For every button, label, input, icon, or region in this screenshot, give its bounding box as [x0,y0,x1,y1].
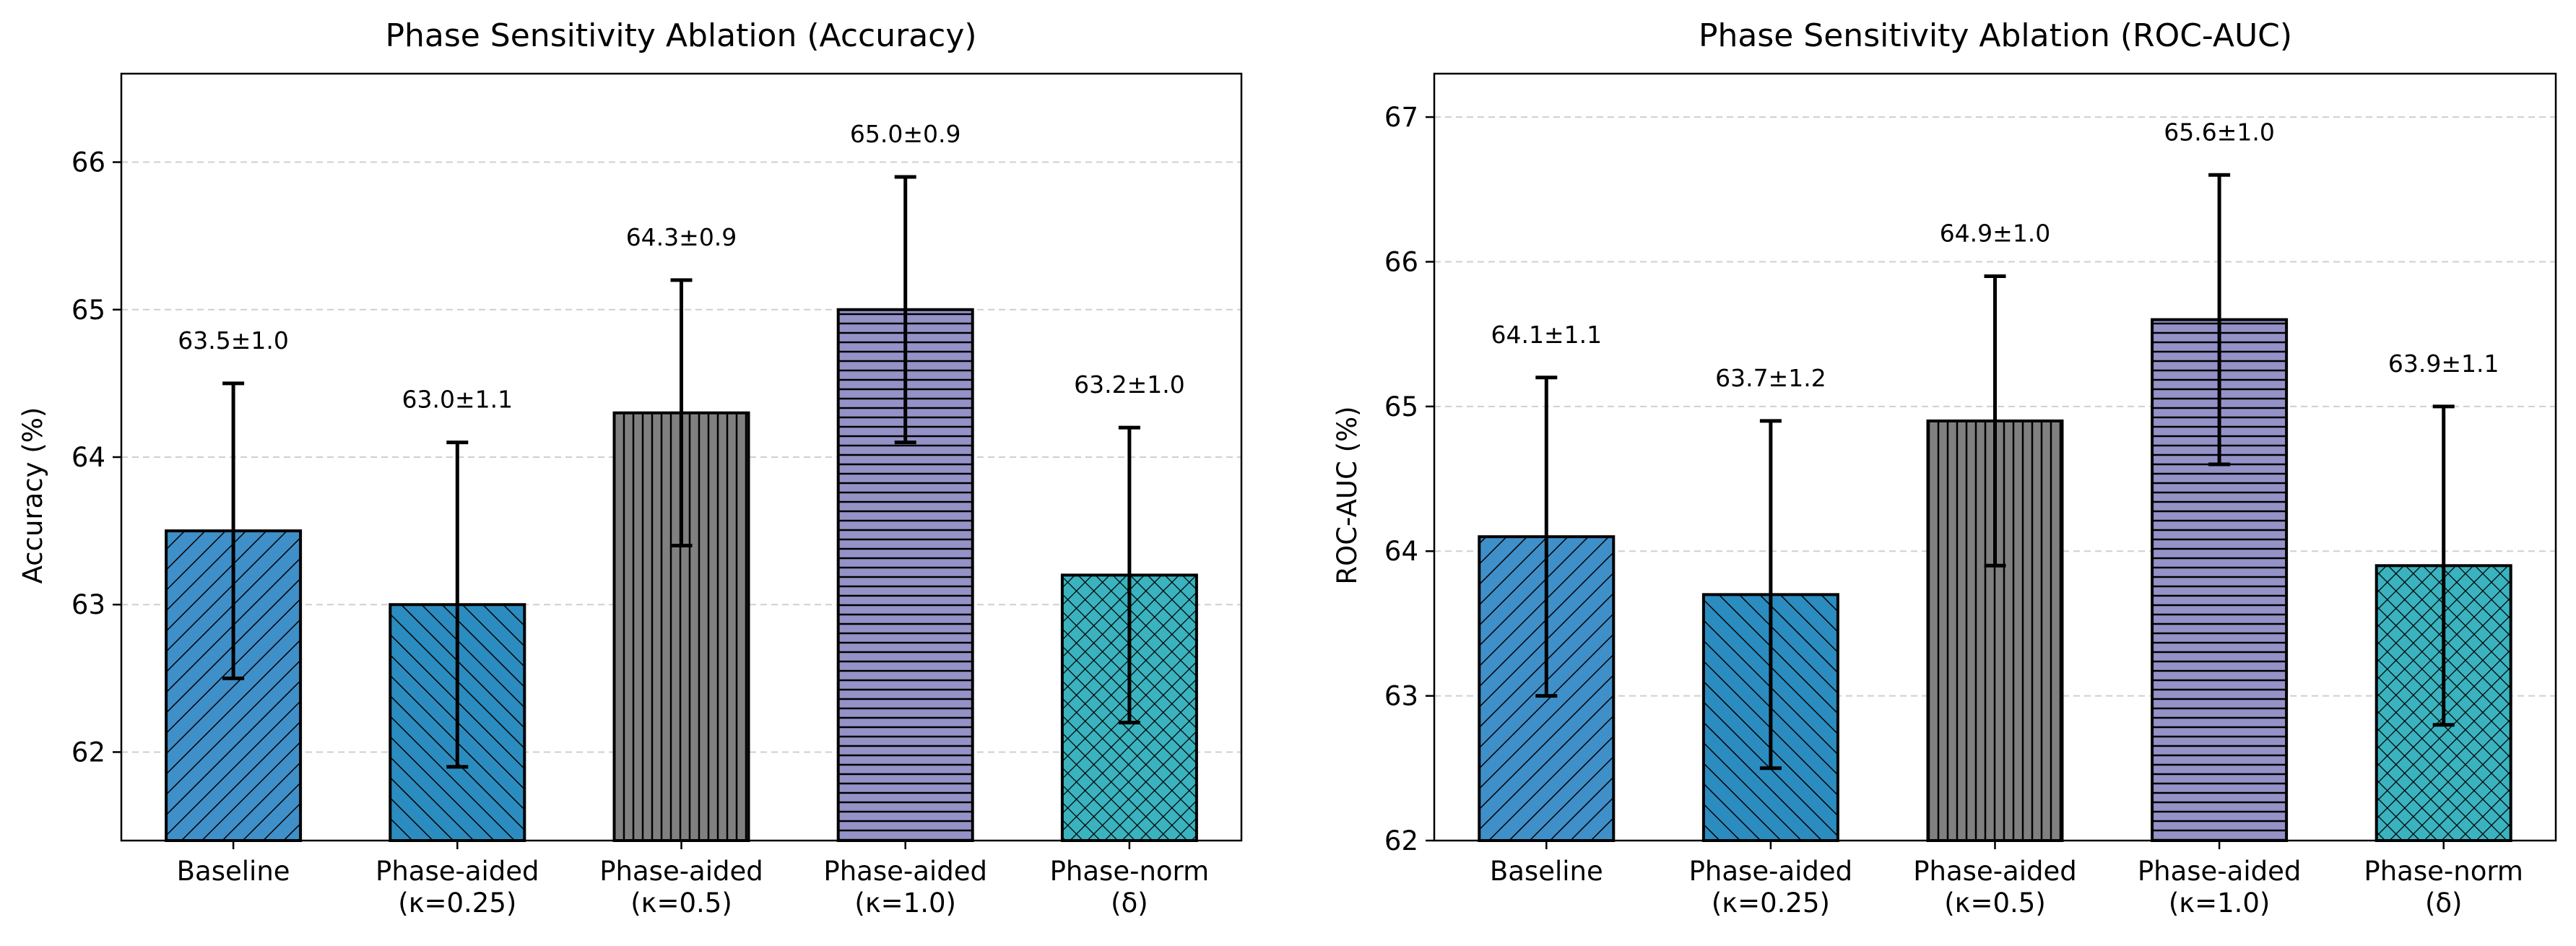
y-tick-label: 62 [1384,825,1418,856]
chart-title: Phase Sensitivity Ablation (ROC-AUC) [1699,17,2292,54]
data-label: 65.6±1.0 [2164,118,2275,146]
x-tick-label: Phase-aided (κ=0.5) [599,856,763,919]
data-label: 63.2±1.0 [1074,370,1185,399]
data-label: 63.0±1.1 [402,386,513,414]
x-tick-label: Baseline [177,856,290,887]
x-tick-label: Phase-aided (κ=1.0) [823,856,987,919]
data-label: 64.9±1.0 [1940,220,2051,248]
x-tick-label: Phase-aided (κ=0.25) [1689,856,1853,919]
y-tick-label: 66 [71,147,105,178]
y-tick-label: 65 [71,295,105,326]
x-tick-label: Phase-aided (κ=0.25) [376,856,539,919]
data-label: 63.5±1.0 [178,326,289,355]
x-tick-label: Baseline [1490,856,1603,887]
chart-title: Phase Sensitivity Ablation (Accuracy) [385,17,976,54]
data-label: 65.0±0.9 [850,120,961,148]
y-tick-label: 64 [1384,536,1418,567]
data-label: 64.3±0.9 [626,223,737,251]
y-tick-label: 66 [1384,246,1418,277]
x-tick-label: Phase-aided (κ=1.0) [2138,856,2302,919]
y-tick-label: 63 [71,589,105,620]
y-tick-label: 62 [71,737,105,768]
x-tick-label: Phase-aided (κ=0.5) [1913,856,2077,919]
y-axis-label: Accuracy (%) [17,407,48,584]
data-label: 63.9±1.1 [2388,350,2499,378]
y-tick-label: 64 [71,442,105,473]
x-tick-label: Phase-norm (δ) [2364,856,2523,919]
y-axis-label: ROC-AUC (%) [1332,406,1363,584]
data-label: 63.7±1.2 [1715,364,1826,392]
data-label: 64.1±1.1 [1491,321,1602,349]
y-tick-label: 63 [1384,681,1418,712]
x-tick-label: Phase-norm (δ) [1050,856,1210,919]
y-tick-label: 67 [1384,102,1418,133]
accuracy-chart: Phase Sensitivity Ablation (Accuracy) Ac… [17,17,1243,919]
roc-auc-chart: Phase Sensitivity Ablation (ROC-AUC) ROC… [1332,17,2557,919]
y-tick-label: 65 [1384,391,1418,422]
